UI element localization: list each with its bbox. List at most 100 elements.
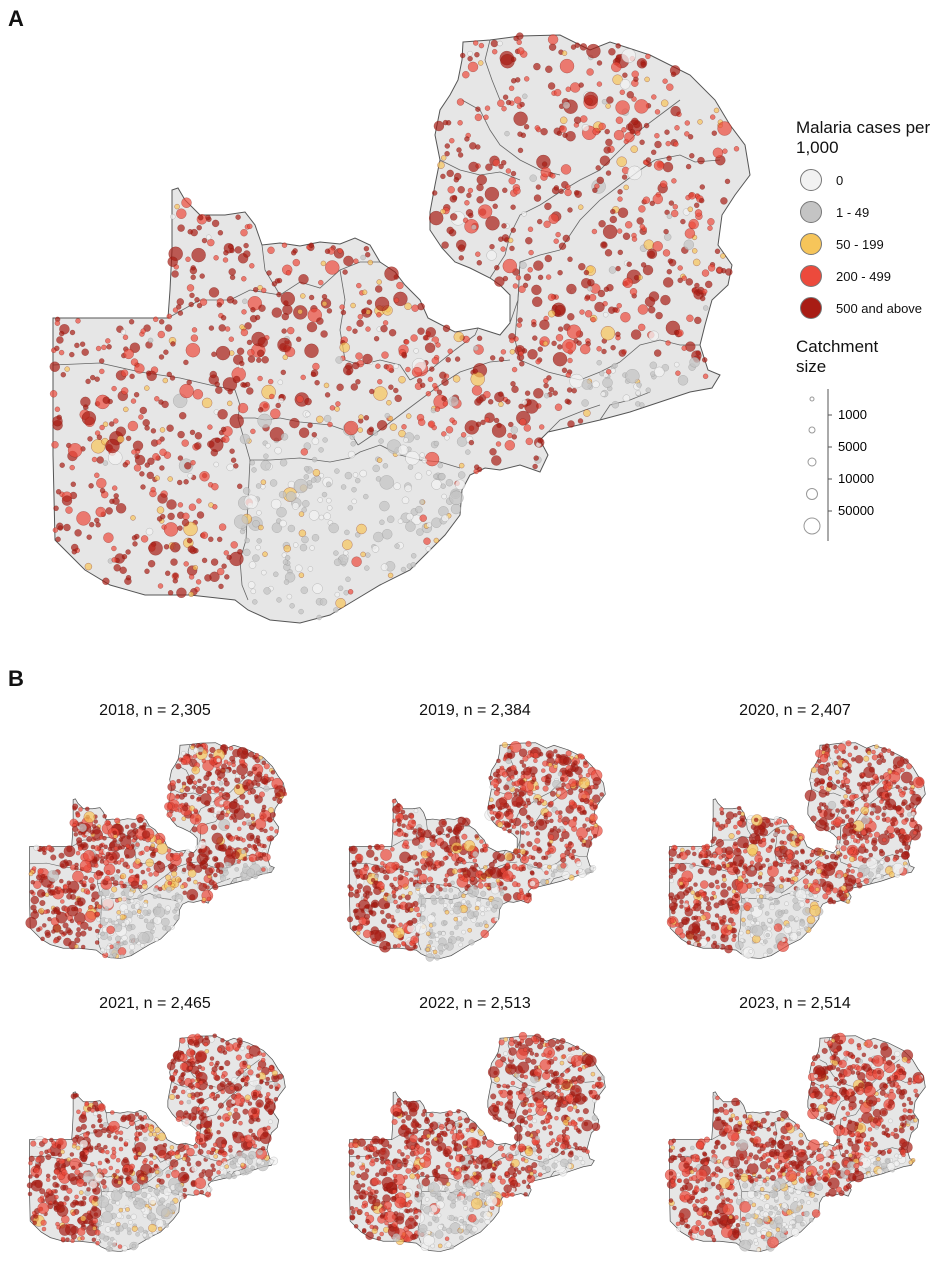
facility-point [145,858,154,868]
facility-point [215,386,223,394]
facility-point [422,335,429,341]
facility-point [471,385,483,396]
facility-point [484,105,491,111]
facility-point [532,335,538,341]
facility-point [334,406,340,412]
facility-point [298,529,307,538]
facility-point [335,401,341,407]
facility-point [535,184,542,190]
facility-point [111,886,118,893]
facility-point [630,145,638,153]
facility-point [106,1133,112,1139]
facility-point [389,882,394,888]
facility-point [456,436,468,447]
facility-point [251,1132,256,1138]
facility-point [443,877,449,883]
facility-point [562,101,571,110]
case-rate-legend: Malaria cases per 1,000 0 1 - 49 50 - 19… [796,118,946,326]
facility-point [759,828,769,837]
facility-point [583,269,590,276]
facility-point [639,139,645,146]
facility-point [379,475,394,490]
facility-point [183,1110,189,1115]
facility-point [472,851,479,858]
facility-point [740,811,745,817]
facility-point [715,821,720,826]
facility-point [898,848,904,853]
size-label-0: 1000 [838,407,867,422]
facility-point [537,274,544,281]
facility-point [557,269,563,276]
facility-point [565,86,572,93]
facility-point [181,816,187,821]
facility-point [892,756,905,769]
legend-label-0: 0 [836,173,844,188]
facility-point [140,1124,146,1130]
facility-point [152,316,159,323]
facility-point [453,177,460,183]
facility-point [817,808,823,814]
facility-point [774,847,780,852]
facility-point [30,895,40,905]
facility-point [411,837,421,846]
facility-point [621,48,636,63]
facility-point [175,763,182,770]
facility-point [230,541,238,549]
facility-point [113,418,119,424]
facility-point [236,347,245,356]
facility-point [448,396,459,407]
facility-point [489,448,497,456]
facility-point [477,882,484,889]
facility-point [490,816,496,821]
province-border [514,261,621,381]
facility-point [749,907,754,912]
facility-point [390,923,395,929]
facility-point [440,173,446,180]
facility-point [210,824,218,831]
facility-point [149,1153,154,1158]
facility-point [379,519,385,526]
facility-point [510,56,517,63]
facility-point [80,1123,87,1130]
facility-point [204,867,214,876]
facility-point [899,813,904,818]
facility-point [43,1191,50,1198]
facility-point [547,753,552,758]
facility-point [94,845,101,852]
main-map [49,32,751,624]
facility-point [335,597,346,609]
facility-point [152,1155,157,1160]
facility-point [42,850,47,856]
facility-point [840,885,847,892]
facility-point [396,803,401,808]
facility-point [323,512,331,520]
facility-point [63,845,76,858]
facility-point [701,288,708,295]
facility-point [491,423,507,438]
facility-point [319,598,328,606]
facility-point [480,419,486,426]
facility-point [560,164,572,175]
facility-point [777,911,783,916]
facility-point [263,453,269,459]
facility-point [453,905,462,915]
facility-point [508,177,516,185]
facility-point [413,906,420,913]
facility-point [102,460,109,466]
facility-point [58,330,65,337]
facility-point [234,867,239,872]
facility-point [158,319,165,325]
facility-point [310,477,317,483]
facility-point [276,506,287,518]
facility-point [565,750,572,757]
facility-point [401,351,407,358]
facility-point [88,877,95,884]
facility-point [381,528,393,540]
facility-point [686,940,692,945]
facility-point [273,571,279,578]
facility-point [40,873,46,879]
facility-point [483,114,489,121]
facility-point [903,786,908,791]
size-circle-4 [803,517,821,535]
facility-point [773,923,783,932]
